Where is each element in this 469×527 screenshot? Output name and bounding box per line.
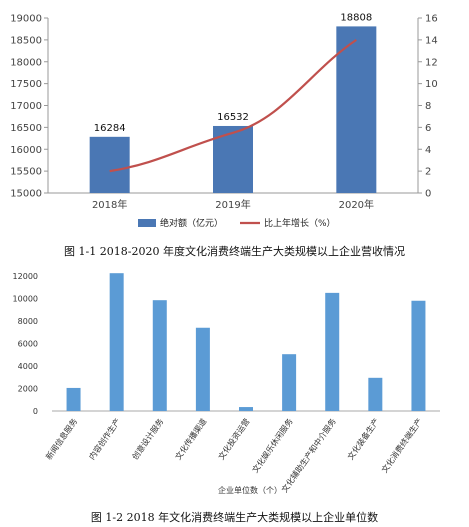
enterprise-count-chart: 0 2000 4000 6000 8000 10000 12000 新闻信息服务 内容创作生产创… — [13, 272, 440, 495]
enterprise-bar — [66, 387, 81, 411]
revenue-bar — [336, 26, 377, 194]
x-tick-label: 文化消费终端生产 — [379, 416, 424, 474]
x-tick-label: 2018年 — [92, 198, 127, 211]
y2-tick-label: 16 — [425, 14, 438, 25]
x-tick-label: 文化传播渠道 — [173, 416, 209, 461]
bar-data-label: 16284 — [94, 123, 126, 134]
y-tick-label: 0 — [33, 407, 38, 416]
y2-tick-label: 10 — [425, 79, 438, 90]
y2-tick-label: 4 — [425, 145, 431, 156]
enterprise-bar — [368, 377, 383, 411]
bar-data-label: 16532 — [217, 112, 249, 123]
y-tick-label: 15000 — [10, 189, 42, 200]
x-tick-label: 新闻信息服务 — [43, 416, 79, 461]
y-tick-label: 19000 — [10, 14, 42, 25]
legend-bar-label: 绝对额（亿元） — [160, 217, 223, 229]
bar-data-label: 18808 — [340, 12, 372, 23]
y-tick-label: 2000 — [18, 385, 38, 394]
x-tick-label: 2019年 — [215, 198, 250, 211]
y2-tick-label: 12 — [425, 57, 438, 68]
y2-tick-label: 8 — [425, 101, 431, 112]
y2-tick-label: 14 — [425, 35, 438, 46]
enterprise-bar — [152, 300, 167, 411]
enterprise-bar — [411, 300, 426, 411]
enterprise-bar — [239, 407, 253, 411]
legend-bar-swatch — [138, 219, 156, 227]
revenue-bar — [89, 136, 130, 193]
revenue-chart: 15000 15500 16000 16500 17000 17500 18000 18500… — [10, 12, 438, 229]
y-tick-label: 4000 — [18, 362, 38, 371]
y-tick-label: 15500 — [10, 167, 42, 178]
x-tick-label: 文化投资运营 — [216, 416, 252, 461]
y-tick-label: 12000 — [13, 272, 38, 281]
y-tick-label: 6000 — [18, 340, 38, 349]
chart1-caption: 图 1-1 2018-2020 年度文化消费终端生产大类规模以上企业营收情况 — [64, 245, 405, 258]
x-tick-label: 2020年 — [339, 198, 374, 211]
x-tick-label: 文化娱乐休闲服务 — [250, 416, 295, 474]
y-tick-label: 17500 — [10, 79, 42, 90]
enterprise-bar — [195, 327, 210, 411]
enterprise-bar — [282, 354, 297, 411]
x-axis-title: 企业单位数（个） — [218, 485, 282, 495]
y2-tick-label: 2 — [425, 167, 431, 178]
enterprise-bar — [325, 292, 340, 411]
chart2-caption: 图 1-2 2018 年文化消费终端生产大类规模以上企业单位数 — [90, 511, 379, 524]
y2-tick-label: 6 — [425, 123, 431, 134]
y-tick-label: 16000 — [10, 145, 42, 156]
enterprise-bar — [109, 273, 124, 411]
x-tick-label: 内容创作生产 — [87, 416, 123, 461]
x-tick-label: 文化装备生产 — [345, 416, 381, 461]
y-tick-label: 18500 — [10, 35, 42, 46]
y-tick-label: 10000 — [13, 295, 38, 304]
y-tick-label: 8000 — [18, 317, 38, 326]
y-tick-label: 17000 — [10, 101, 42, 112]
legend-line-label: 比上年增长（%） — [264, 217, 336, 229]
y-tick-label: 16500 — [10, 123, 42, 134]
y2-tick-label: 0 — [425, 189, 431, 200]
x-tick-label: 创意设计服务 — [130, 416, 166, 461]
growth-line — [109, 38, 357, 173]
y-tick-label: 18000 — [10, 57, 42, 68]
